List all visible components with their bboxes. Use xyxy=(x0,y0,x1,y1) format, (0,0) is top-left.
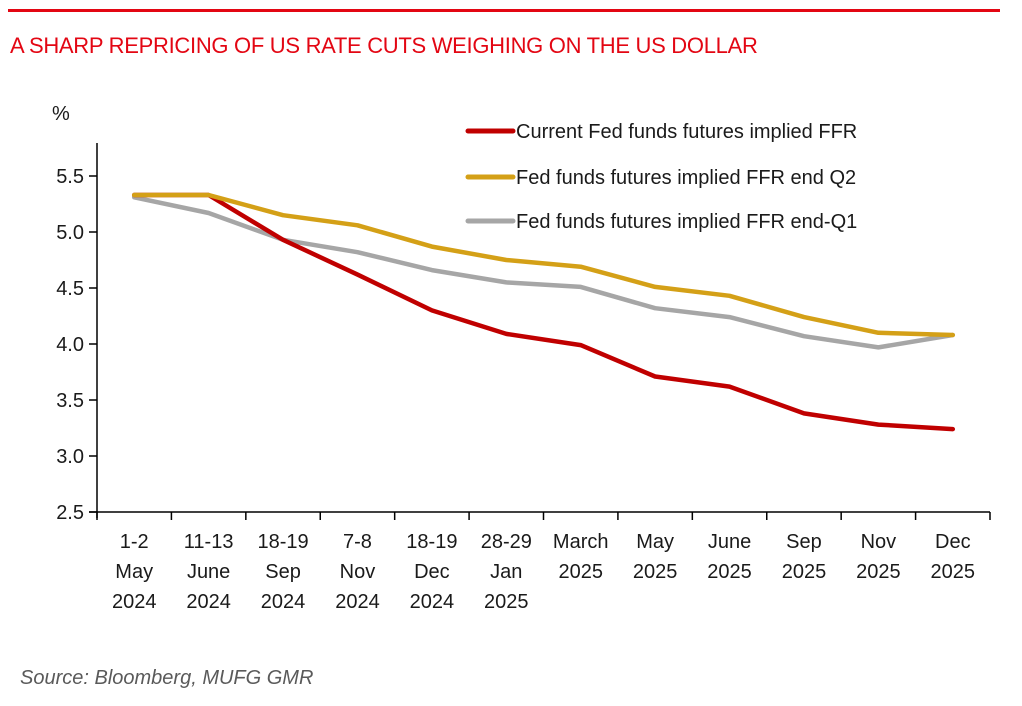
x-tick-label-line: 7-8 xyxy=(343,531,372,553)
x-tick-label-line: 2025 xyxy=(707,561,752,583)
y-tick-label: 4.0 xyxy=(56,334,84,356)
x-tick-label-line: 2025 xyxy=(856,561,901,583)
top-rule xyxy=(8,9,1000,12)
x-tick-label: 18-19 Dec 2024 xyxy=(406,531,457,613)
x-tick-label: March 2025 xyxy=(553,531,609,583)
x-tick-label: Nov 2025 xyxy=(856,531,901,583)
x-tick-label-line: 18-19 xyxy=(406,531,457,553)
series-line-2 xyxy=(131,195,956,350)
x-tick-label-line: 2024 xyxy=(261,591,306,613)
y-tick-label: 3.0 xyxy=(56,446,84,468)
x-tick-label: 28-29 Jan 2025 xyxy=(481,531,532,613)
x-tick-label: 7-8 Nov 2024 xyxy=(335,531,380,613)
y-tick-label: 2.5 xyxy=(56,502,84,524)
x-tick-label-line: 2025 xyxy=(931,561,976,583)
x-tick-label-line: Sep xyxy=(786,531,822,553)
x-tick-label: 1-2 May 2024 xyxy=(112,531,157,613)
x-tick-label-line: 18-19 xyxy=(257,531,308,553)
x-tick-label-line: 2025 xyxy=(558,561,603,583)
x-tick-label-line: Dec xyxy=(414,561,450,583)
legend-label-0: Current Fed funds futures implied FFR xyxy=(516,121,857,143)
y-tick-label: 5.0 xyxy=(56,222,84,244)
y-tick-label: 4.5 xyxy=(56,278,84,300)
x-tick-label-line: Jan xyxy=(490,561,522,583)
x-tick-label-line: 28-29 xyxy=(481,531,532,553)
y-tick-label: 3.5 xyxy=(56,390,84,412)
x-tick-label: 18-19 Sep 2024 xyxy=(257,531,308,613)
series-line-0 xyxy=(131,192,956,432)
legend-label-2: Fed funds futures implied FFR end-Q1 xyxy=(516,211,857,233)
x-tick-label-line: Dec xyxy=(935,531,971,553)
x-tick-label-line: 2025 xyxy=(633,561,678,583)
x-tick-label-line: 2024 xyxy=(335,591,380,613)
x-tick-label-line: Sep xyxy=(265,561,301,583)
series-layer xyxy=(131,192,956,432)
x-tick-label: June 2025 xyxy=(707,531,752,583)
x-tick-label-line: June xyxy=(187,561,230,583)
axes: % 2.5 3.0 3.5 4.0 4.5 5.0 5.5 1-2 May 2024 11-13 Jun… xyxy=(52,103,991,613)
x-tick-label-line: May xyxy=(115,561,153,583)
chart-title: A SHARP REPRICING OF US RATE CUTS WEIGHI… xyxy=(10,33,758,58)
x-tick-label-line: June xyxy=(708,531,751,553)
x-tick-label-line: 2024 xyxy=(112,591,157,613)
y-tick-label: 5.5 xyxy=(56,166,84,188)
x-tick-label-line: March xyxy=(553,531,609,553)
x-tick-label: 11-13 June 2024 xyxy=(184,531,234,613)
x-tick-label: Sep 2025 xyxy=(782,531,827,583)
x-tick-label-line: 2024 xyxy=(186,591,231,613)
x-tick-label-line: 2025 xyxy=(484,591,529,613)
x-tick-label-line: Nov xyxy=(861,531,897,553)
legend-label-1: Fed funds futures implied FFR end Q2 xyxy=(516,167,856,189)
x-tick-label: Dec 2025 xyxy=(931,531,976,583)
x-tick-label: May 2025 xyxy=(633,531,678,583)
source-note: Source: Bloomberg, MUFG GMR xyxy=(20,667,314,689)
series-line-1 xyxy=(131,192,956,338)
x-tick-label-line: May xyxy=(636,531,674,553)
legend: Current Fed funds futures implied FFR Fed… xyxy=(465,121,857,233)
x-tick-label-line: 2025 xyxy=(782,561,827,583)
x-tick-label-line: 1-2 xyxy=(120,531,149,553)
y-axis-unit-label: % xyxy=(52,103,70,125)
x-tick-label-line: 2024 xyxy=(410,591,455,613)
x-tick-label-line: 11-13 xyxy=(184,531,234,553)
x-tick-label-line: Nov xyxy=(340,561,376,583)
